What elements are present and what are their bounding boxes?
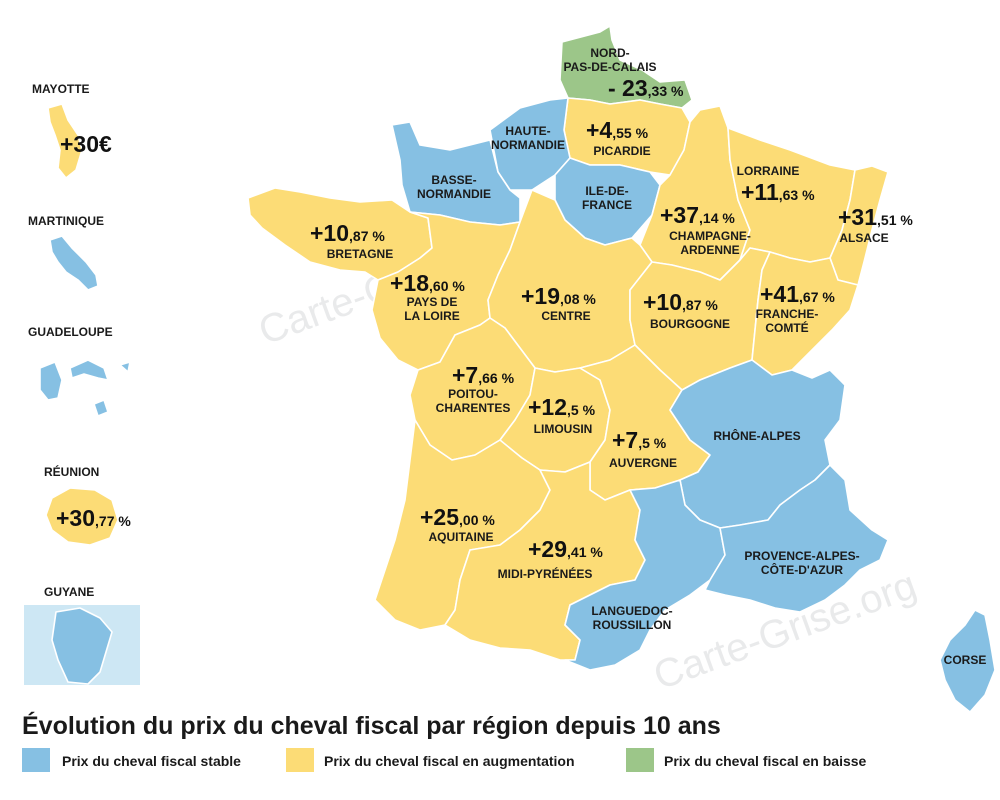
label-rhone-alpes: RHÔNE-ALPES xyxy=(713,428,800,443)
label-pays-de-la-loire-2: LA LOIRE xyxy=(404,309,460,323)
overseas-labels: MAYOTTE +30€ MARTINIQUE GUADELOUPE RÉUNI… xyxy=(28,82,131,599)
region-alsace[interactable] xyxy=(829,165,889,286)
legend-label-stable: Prix du cheval fiscal stable xyxy=(62,753,241,769)
label-bretagne: BRETAGNE xyxy=(327,247,393,261)
label-champagne-ardenne-1: CHAMPAGNE- xyxy=(669,229,751,243)
value-pays-de-la-loire: +18,60 % xyxy=(390,270,465,296)
label-guyane: GUYANE xyxy=(44,585,94,599)
label-bourgogne: BOURGOGNE xyxy=(650,317,730,331)
territory-mayotte[interactable] xyxy=(47,103,83,179)
region-labels: NORD- PAS-DE-CALAIS - 23,33 % +4,55 % PI… xyxy=(310,46,986,667)
label-basse-normandie-1: BASSE- xyxy=(431,173,476,187)
value-auvergne: +7,5 % xyxy=(612,427,667,453)
value-alsace: +31,51 % xyxy=(838,204,913,230)
label-midi-pyrenees: MIDI-PYRÉNÉES xyxy=(498,566,593,581)
value-midi-pyrenees: +29,41 % xyxy=(528,536,603,562)
value-centre: +19,08 % xyxy=(521,283,596,309)
label-ile-de-france-2: FRANCE xyxy=(582,198,632,212)
label-pays-de-la-loire-1: PAYS DE xyxy=(407,295,458,309)
label-guadeloupe: GUADELOUPE xyxy=(28,325,113,339)
value-aquitaine: +25,00 % xyxy=(420,504,495,530)
region-languedoc-roussillon[interactable] xyxy=(564,479,726,671)
territory-guadeloupe[interactable] xyxy=(39,361,63,401)
label-nord-pas-de-calais-2: PAS-DE-CALAIS xyxy=(563,60,656,74)
region-franche-comte[interactable] xyxy=(751,251,859,376)
label-alsace: ALSACE xyxy=(839,231,888,245)
territory-reunion[interactable] xyxy=(45,487,119,546)
label-corse: CORSE xyxy=(944,653,987,667)
label-picardie: PICARDIE xyxy=(593,144,650,158)
legend-swatch-baisse xyxy=(626,748,654,772)
legend: Prix du cheval fiscal stable Prix du che… xyxy=(22,748,867,772)
label-mayotte: MAYOTTE xyxy=(32,82,90,96)
label-basse-normandie-2: NORMANDIE xyxy=(417,187,491,201)
territory-guadeloupe-islet-2[interactable] xyxy=(119,361,131,373)
territory-guyane[interactable] xyxy=(51,607,113,685)
value-franche-comte: +41,67 % xyxy=(760,281,835,307)
map-title: Évolution du prix du cheval fiscal par r… xyxy=(22,711,721,740)
label-languedoc-roussillon-1: LANGUEDOC- xyxy=(591,604,672,618)
legend-label-baisse: Prix du cheval fiscal en baisse xyxy=(664,753,867,769)
label-nord-pas-de-calais-1: NORD- xyxy=(590,46,629,60)
region-basse-normandie[interactable] xyxy=(391,121,521,226)
label-paca-1: PROVENCE-ALPES- xyxy=(744,549,859,563)
territory-guadeloupe-islet[interactable] xyxy=(93,399,109,417)
value-champagne-ardenne: +37,14 % xyxy=(660,202,735,228)
value-bourgogne: +10,87 % xyxy=(643,289,718,315)
label-aquitaine: AQUITAINE xyxy=(428,530,493,544)
label-champagne-ardenne-2: ARDENNE xyxy=(680,243,739,257)
label-ile-de-france-1: ILE-DE- xyxy=(585,184,628,198)
label-franche-comte-1: FRANCHE- xyxy=(756,307,819,321)
region-corse[interactable] xyxy=(939,609,996,713)
legend-swatch-augmentation xyxy=(286,748,314,772)
label-reunion: RÉUNION xyxy=(44,464,99,479)
label-auvergne: AUVERGNE xyxy=(609,456,677,470)
value-picardie: +4,55 % xyxy=(586,117,649,143)
label-martinique: MARTINIQUE xyxy=(28,214,104,228)
legend-label-augmentation: Prix du cheval fiscal en augmentation xyxy=(324,753,575,769)
label-poitou-charentes-1: POITOU- xyxy=(448,387,498,401)
label-centre: CENTRE xyxy=(541,309,590,323)
territory-guadeloupe-east[interactable] xyxy=(69,359,109,381)
label-paca-2: CÔTE-D'AZUR xyxy=(761,562,844,577)
legend-swatch-stable xyxy=(22,748,50,772)
label-limousin: LIMOUSIN xyxy=(534,422,593,436)
value-lorraine: +11,63 % xyxy=(741,179,815,205)
label-lorraine: LORRAINE xyxy=(737,164,800,178)
value-poitou-charentes: +7,66 % xyxy=(452,362,515,388)
value-nord-pas-de-calais: - 23,33 % xyxy=(608,75,684,101)
value-reunion: +30,77 % xyxy=(56,505,131,531)
value-mayotte: +30€ xyxy=(60,131,112,157)
label-poitou-charentes-2: CHARENTES xyxy=(436,401,511,415)
label-haute-normandie-1: HAUTE- xyxy=(505,124,550,138)
label-franche-comte-2: COMTÉ xyxy=(765,320,808,335)
value-bretagne: +10,87 % xyxy=(310,220,385,246)
territory-martinique[interactable] xyxy=(49,235,99,291)
region-paca[interactable] xyxy=(704,464,889,613)
label-languedoc-roussillon-2: ROUSSILLON xyxy=(593,618,672,632)
value-limousin: +12,5 % xyxy=(528,394,596,420)
label-haute-normandie-2: NORMANDIE xyxy=(491,138,565,152)
